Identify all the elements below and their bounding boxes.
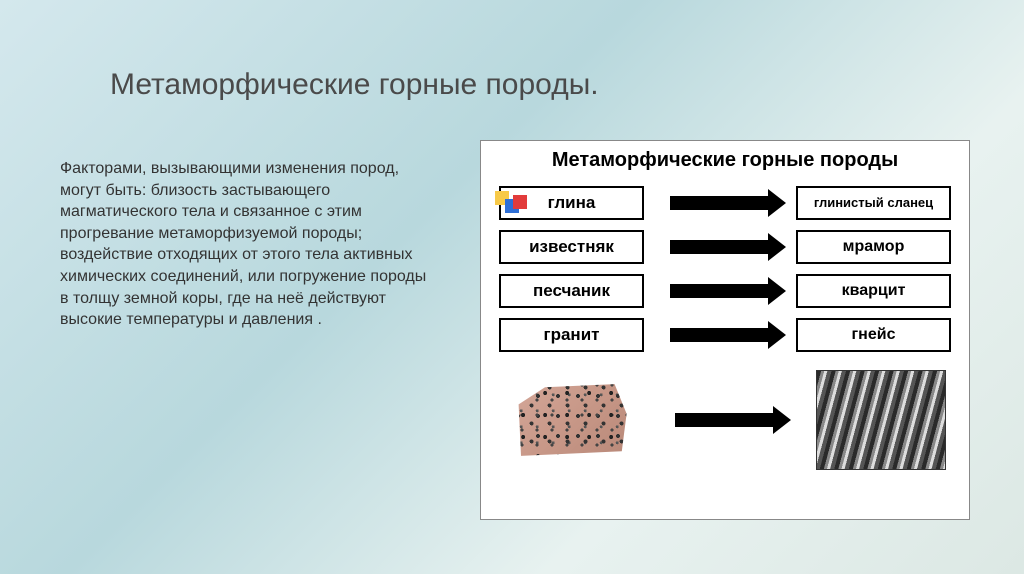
gneiss-shape: [816, 370, 946, 470]
arrow-wrap: [644, 196, 796, 210]
deco-square-red: [513, 195, 527, 209]
granite-shape: [509, 381, 629, 459]
arrow-icon: [675, 413, 775, 427]
source-rock-box: известняк: [499, 230, 644, 264]
arrow-wrap: [644, 240, 796, 254]
arrow-icon: [670, 284, 770, 298]
slide-title: Метаморфические горные породы.: [110, 68, 599, 102]
transform-rows: глина глинистый сланец известняк мрамор …: [481, 184, 969, 354]
diagram-title: Метаморфические горные породы: [481, 141, 969, 184]
result-rock-box: кварцит: [796, 274, 951, 308]
arrow-wrap: [644, 328, 796, 342]
transform-row: глина глинистый сланец: [499, 184, 951, 222]
transform-row: песчаник кварцит: [499, 272, 951, 310]
result-rock-box: глинистый сланец: [796, 186, 951, 220]
arrow-icon: [670, 196, 770, 210]
transform-row: гранит гнейс: [499, 316, 951, 354]
metamorphic-diagram: Метаморфические горные породы глина глин…: [480, 140, 970, 520]
result-rock-box: мрамор: [796, 230, 951, 264]
rock-images-row: [481, 360, 969, 470]
granite-image: [499, 370, 639, 470]
arrow-icon: [670, 240, 770, 254]
arrow-wrap: [639, 413, 811, 427]
result-rock-box: гнейс: [796, 318, 951, 352]
source-rock-box: песчаник: [499, 274, 644, 308]
arrow-icon: [670, 328, 770, 342]
body-paragraph: Факторами, вызывающими изменения пород, …: [60, 158, 430, 331]
arrow-wrap: [644, 284, 796, 298]
decorative-squares: [495, 191, 527, 215]
source-rock-box: гранит: [499, 318, 644, 352]
transform-row: известняк мрамор: [499, 228, 951, 266]
gneiss-image: [811, 370, 951, 470]
